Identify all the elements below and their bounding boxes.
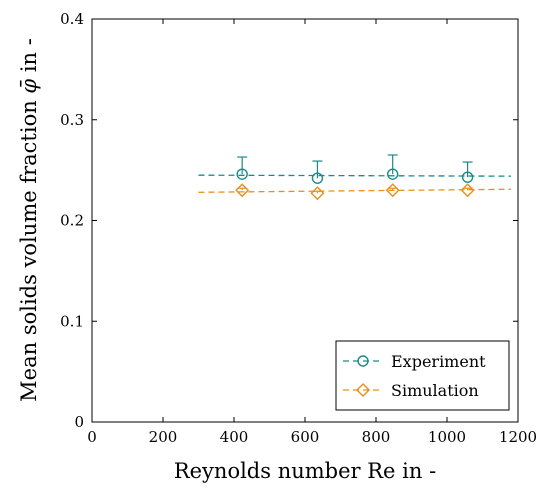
y-axis-symbol: φ̄ (17, 79, 41, 94)
y-tick-label: 0 (74, 413, 84, 431)
series-simulation (198, 183, 511, 201)
y-axis-label: Mean solids volume fraction φ̄ in - (17, 38, 41, 402)
legend-label-simulation: Simulation (391, 381, 479, 400)
experiment-point (386, 168, 399, 180)
experiment-point (236, 168, 248, 180)
experiment-point (311, 172, 324, 184)
simulation-point (310, 186, 325, 201)
x-tick-label: 400 (220, 428, 249, 446)
y-tick-label: 0.1 (60, 312, 84, 330)
x-tick-label: 1200 (499, 428, 537, 446)
legend-marker-simulation (356, 383, 370, 397)
legend-box (335, 340, 510, 411)
legend: Experiment Simulation (335, 340, 510, 411)
x-tick-label: 600 (291, 428, 320, 446)
x-tick-label: 200 (149, 428, 178, 446)
x-tick-label: 1000 (428, 428, 466, 446)
x-tick-label: 800 (362, 428, 391, 446)
experiment-fit-line (198, 174, 511, 177)
y-tick-label: 0.2 (60, 212, 84, 230)
x-axis-label: Reynolds number Re in - (174, 459, 436, 483)
experiment-point (461, 171, 474, 183)
legend-entry-simulation: Simulation (343, 381, 479, 400)
y-tick-label: 0.4 (60, 10, 84, 28)
legend-entry-experiment: Experiment (343, 352, 486, 371)
simulation-point (235, 183, 250, 198)
legend-marker-experiment (357, 355, 369, 367)
x-tick-label: 0 (87, 428, 97, 446)
simulation-point (460, 183, 475, 198)
series-experiment (198, 154, 511, 184)
simulation-point (385, 183, 400, 198)
y-tick-label: 0.3 (60, 111, 84, 129)
simulation-fit-line (198, 188, 511, 193)
legend-label-experiment: Experiment (391, 352, 486, 371)
